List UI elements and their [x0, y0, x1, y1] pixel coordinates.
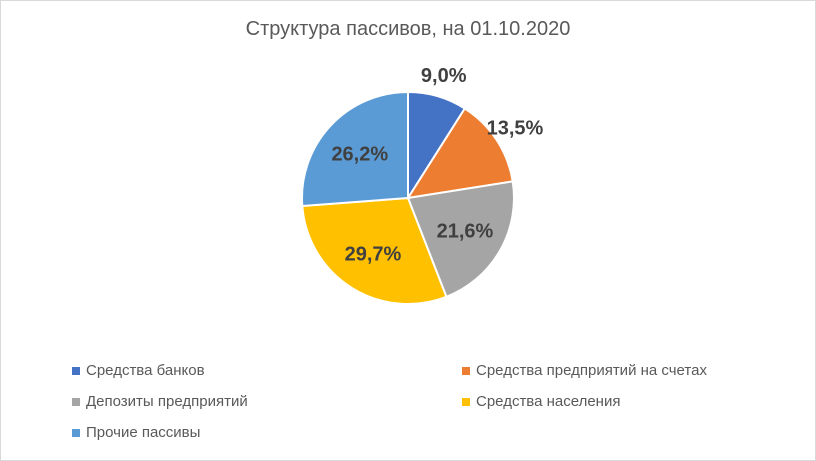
slice-other-liabilities: [301, 90, 409, 208]
slice-population-funds: [301, 196, 448, 305]
chart-title: Структура пассивов, на 01.10.2020: [245, 18, 571, 40]
data-label-other-liabilities: 26,2%: [331, 143, 388, 165]
slice-enterprise-accounts: [405, 107, 514, 200]
data-label-enterprise-deposits: 21,6%: [437, 221, 494, 243]
data-label-enterprise-accounts: 13,5%: [487, 118, 544, 140]
data-label-banks: 9,0%: [421, 65, 467, 87]
data-label-population-funds: 29,7%: [345, 244, 402, 266]
slice-enterprise-deposits: [406, 180, 515, 299]
